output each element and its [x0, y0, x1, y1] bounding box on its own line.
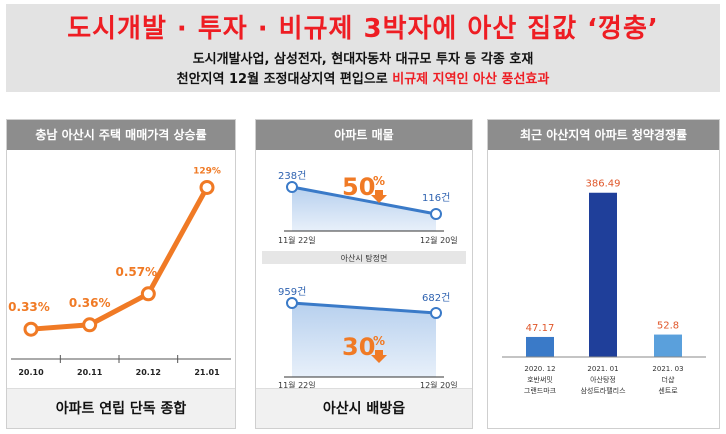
subscription-bar-label: 아산탕정: [590, 375, 616, 384]
price-rise-x-label: 20.10: [18, 368, 44, 377]
listings-bottom-end-label: 682건: [422, 292, 450, 304]
subscription-panel-title: 최근 아산지역 아파트 청약경쟁률: [488, 120, 719, 150]
subscription-bar-value: 52.8: [657, 321, 679, 332]
listings-divider-label: 아산시 탕정면: [341, 253, 388, 263]
subtitle-line-2-prefix: 천안지역 12월 조정대상지역 편입으로: [176, 72, 393, 87]
header-banner: 도시개발 · 투자 · 비규제 3박자에 아산 집값 ‘껑충’ 도시개발사업, …: [6, 4, 720, 92]
price-rise-value-label: 129%: [193, 166, 221, 176]
price-rise-point: [199, 179, 215, 195]
listings-bottom-pct: 30: [342, 333, 375, 361]
listings-top-pct-sign: %: [373, 174, 385, 188]
price-rise-x-label: 21.01: [194, 368, 220, 377]
subscription-bar-label: 2021. 01: [587, 365, 618, 373]
listings-panel-title: 아파트 매물: [256, 120, 472, 150]
listings-top-end-point: [430, 208, 442, 220]
price-rise-point: [82, 317, 98, 333]
listings-bottom-x-end: 12월 20일: [420, 380, 458, 389]
listings-bottom-start-point: [286, 297, 298, 309]
listings-top-pct: 50: [342, 173, 375, 201]
price-rise-panel-footer: 아파트 연립 단독 종합: [7, 388, 235, 428]
subtitle-line-1: 도시개발사업, 삼성전자, 현대자동차 대규모 투자 등 각종 호재: [192, 52, 534, 67]
subscription-bar-label: 삼성트라팰리스: [580, 386, 626, 395]
subscription-bar: [589, 192, 617, 357]
subscription-bar-value: 386.49: [586, 179, 621, 190]
price-rise-panel: 충남 아산시 주택 매매가격 상승률 0.33% 0.36% 0.57% 129% 20…: [6, 119, 236, 429]
price-rise-value-label: 0.33%: [8, 300, 50, 314]
listings-chart: 238건 116건 50 % 11월 22일 12월 20일 아산시 탕정면 9…: [262, 170, 466, 389]
listings-divider-band: [262, 251, 466, 264]
price-rise-panel-title: 충남 아산시 주택 매매가격 상승률: [7, 120, 235, 150]
subscription-bar-label: 2021. 03: [652, 365, 683, 373]
listings-top-start-point: [286, 181, 298, 193]
subscription-bar-label: 센트로: [658, 386, 678, 395]
price-rise-line-chart: 0.33% 0.36% 0.57% 129% 20.10 20.11 20.12 21.01: [8, 166, 231, 377]
listings-bottom-x-start: 11월 22일: [278, 380, 316, 389]
price-rise-value-label: 0.57%: [116, 265, 158, 279]
listings-panel-footer: 아산시 배방읍: [256, 388, 472, 428]
listings-top-start-label: 238건: [278, 170, 306, 182]
subscription-bar: [526, 336, 554, 357]
subscription-bar: [654, 334, 682, 357]
price-rise-point: [23, 321, 39, 337]
price-rise-line: [30, 186, 210, 332]
listings-bottom-pct-sign: %: [373, 334, 385, 348]
listings-panel: 아파트 매물 238건 116건 50 % 11월 22일 12월 20일 아산…: [255, 119, 473, 429]
listings-bottom-start-label: 959건: [278, 286, 306, 298]
subtitle-line-2: 천안지역 12월 조정대상지역 편입으로 비규제 지역인 아산 풍선효과: [6, 68, 720, 87]
listings-bottom-end-point: [430, 307, 442, 319]
price-rise-x-label: 20.12: [136, 368, 161, 377]
listings-top-down-arrow: [371, 190, 387, 203]
subtitle-line-2-highlight: 비규제 지역인 아산 풍선효과: [392, 72, 550, 87]
listings-bottom-down-arrow: [371, 350, 387, 363]
listings-top-line: [291, 185, 437, 216]
subscription-bar-label: 더샵: [662, 375, 675, 384]
subscription-bar-label: 그랜드마크: [524, 386, 557, 395]
listings-bottom-line: [291, 301, 437, 315]
listings-top-x-end: 12월 20일: [420, 235, 458, 245]
listings-top-area: [292, 187, 436, 231]
subscription-bar-label: 호반써밋: [527, 375, 553, 384]
subscription-bar-value: 47.17: [526, 323, 555, 334]
page-title: 도시개발 · 투자 · 비규제 3박자에 아산 집값 ‘껑충’: [67, 14, 659, 44]
listings-top-x-start: 11월 22일: [278, 235, 316, 245]
price-rise-value-label: 0.36%: [69, 296, 111, 310]
listings-bottom-area: [292, 303, 436, 377]
price-rise-x-label: 20.11: [77, 368, 103, 377]
subscription-bar-label: 2020. 12: [524, 365, 555, 373]
price-rise-point: [140, 286, 156, 302]
listings-top-end-label: 116건: [422, 192, 450, 204]
